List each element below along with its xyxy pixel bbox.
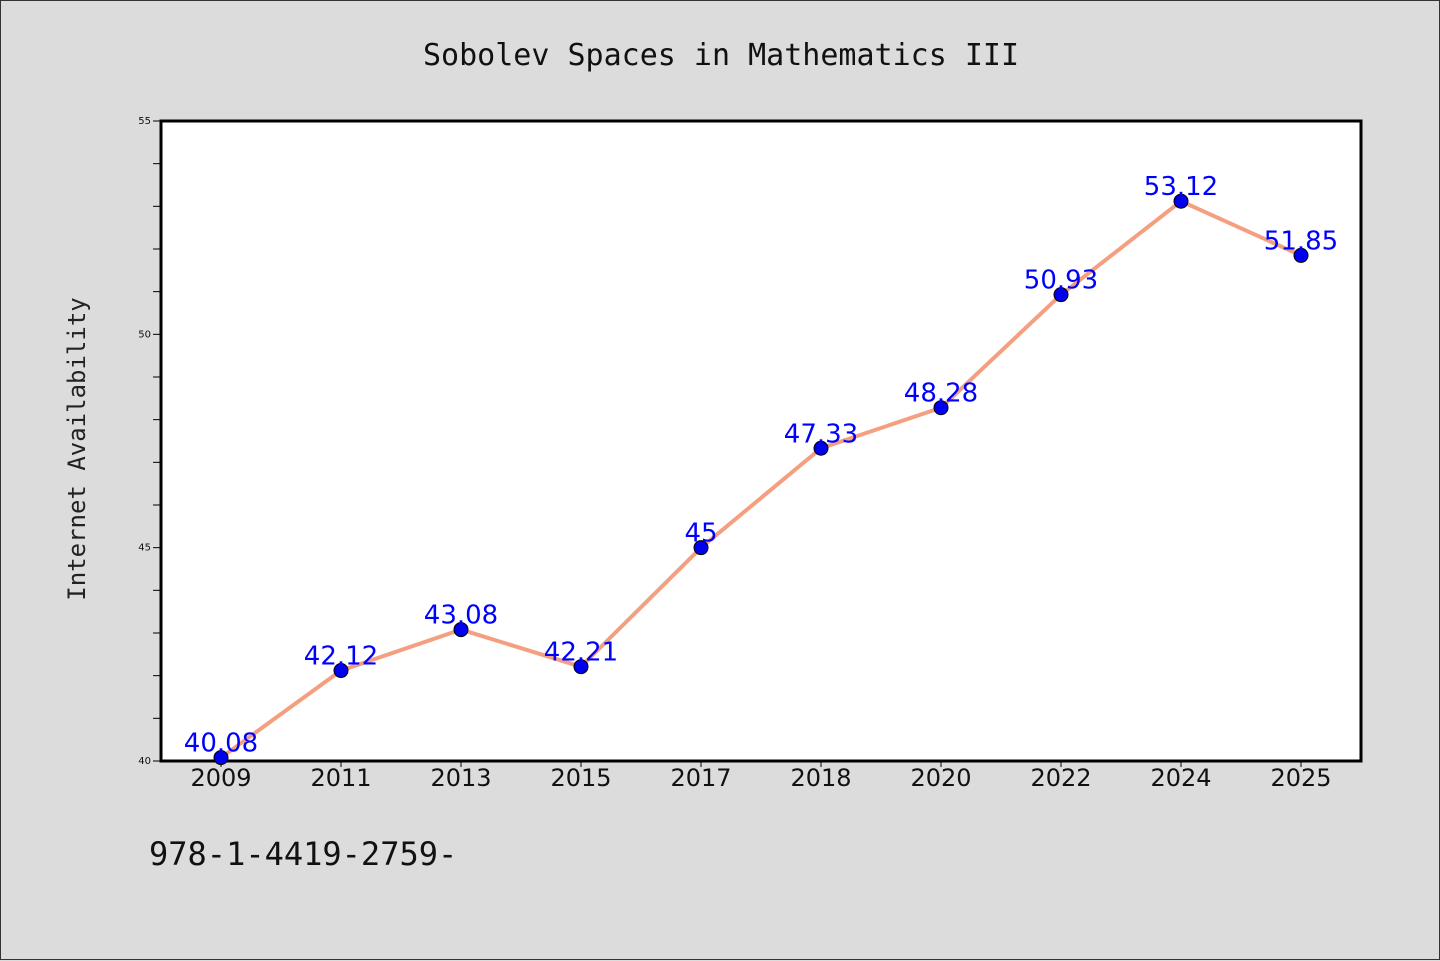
data-point — [933, 400, 949, 416]
data-points — [213, 193, 1309, 766]
data-label: 50.93 — [1024, 266, 1098, 296]
series-line — [219, 199, 1302, 760]
y-axis-label: Internet Availability — [63, 297, 91, 600]
data-label: 42.21 — [544, 638, 618, 668]
chart-title: Sobolev Spaces in Mathematics III — [423, 38, 1019, 73]
y-tick-label: 40 — [138, 756, 151, 767]
x-tick-label: 2018 — [790, 764, 851, 792]
x-tick-label: 2013 — [430, 764, 491, 792]
data-point — [1173, 193, 1189, 209]
x-tick-label: 2022 — [1030, 764, 1091, 792]
data-point — [1053, 287, 1069, 303]
x-tick-label: 2011 — [310, 764, 371, 792]
y-tick-label: 45 — [138, 543, 151, 554]
data-label: 45 — [684, 519, 717, 549]
x-tick-label: 2015 — [550, 764, 611, 792]
footer-text: 978-1-4419-2759- — [149, 835, 457, 873]
data-point — [1293, 247, 1309, 263]
x-tick-label: 2025 — [1270, 764, 1331, 792]
data-label: 43.08 — [424, 601, 498, 631]
data-label: 51.85 — [1264, 226, 1338, 256]
x-tick-label: 2009 — [190, 764, 251, 792]
x-tick-label: 2020 — [910, 764, 971, 792]
data-point — [333, 663, 349, 679]
data-point — [213, 750, 229, 766]
y-axis: 40 45 50 55 — [138, 116, 161, 767]
data-labels: 40.08 42.12 43.08 42.21 45 47.33 48.28 50.93 53.… — [184, 172, 1338, 758]
plot-area — [159, 119, 1363, 763]
data-point — [813, 440, 829, 456]
y-tick-label: 50 — [138, 329, 151, 340]
data-point — [573, 659, 589, 675]
data-label: 48.28 — [904, 379, 978, 409]
data-point — [453, 622, 469, 638]
y-tick-label: 55 — [138, 116, 151, 127]
x-tick-label: 2017 — [670, 764, 731, 792]
x-tick-label: 2024 — [1150, 764, 1211, 792]
data-label: 42.12 — [304, 642, 378, 672]
data-point — [693, 540, 709, 556]
data-label: 40.08 — [184, 729, 258, 759]
x-axis: 2009 2011 2013 2015 2017 2018 2020 2022 2024 2025 — [190, 761, 1332, 792]
data-label: 53.12 — [1144, 172, 1218, 202]
data-label: 47.33 — [784, 419, 858, 449]
